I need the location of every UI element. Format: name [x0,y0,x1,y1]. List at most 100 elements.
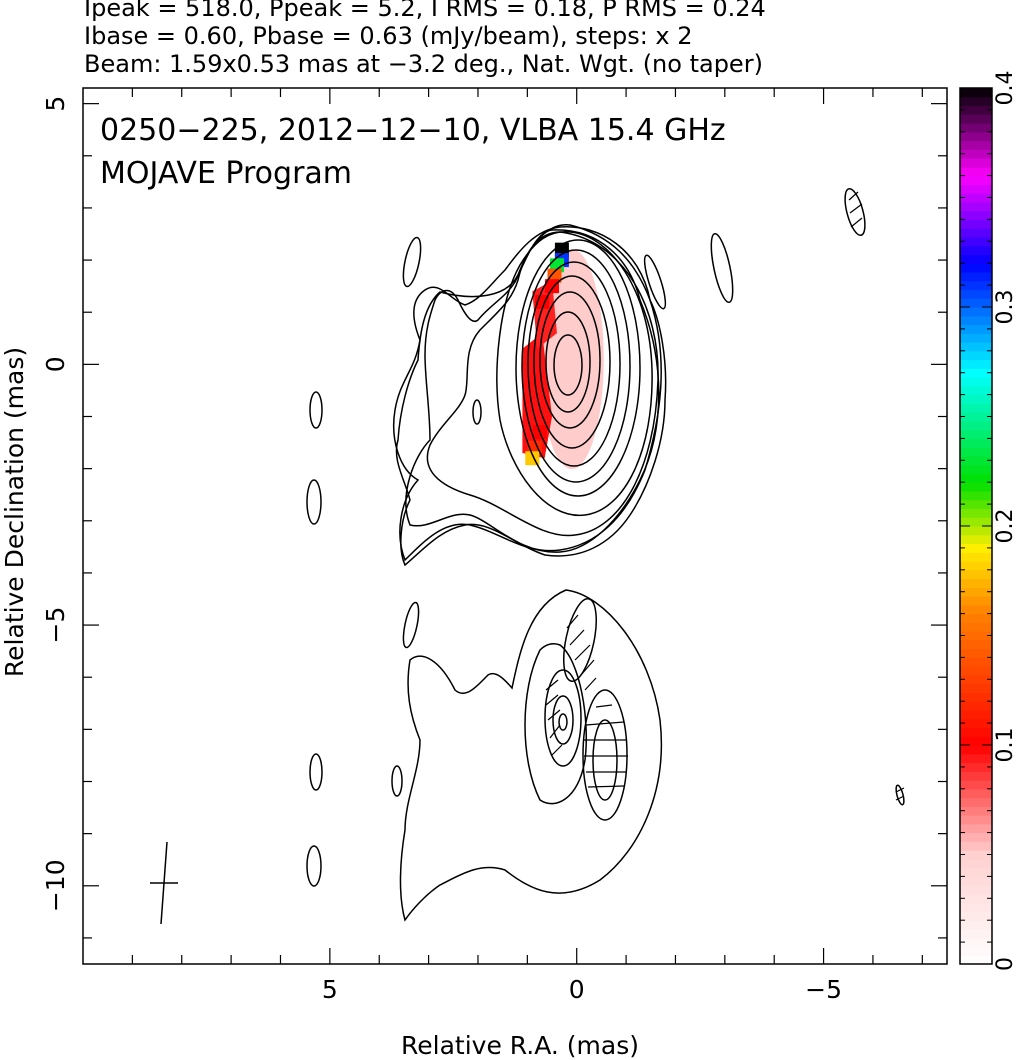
isolated-contour [306,479,322,525]
y-axis-label: Relative Declination (mas) [0,347,29,677]
isolated-contour [391,765,403,797]
colorbar-band [960,298,992,308]
polarization-contour [558,713,568,731]
polarization-contour [544,669,582,767]
header-line-2: Ibase = 0.60, Pbase = 0.63 (mJy/beam), s… [84,22,693,50]
colorbar-band [960,385,992,396]
colorbar-band [960,88,992,98]
isolated-contour [844,187,866,237]
colorbar-band [960,902,992,913]
header-line-1: Ipeak = 518.0, Ppeak = 5.2, I RMS = 0.18… [84,0,766,22]
polarization-contour [582,689,628,821]
evpa-tick [545,679,559,691]
contour-level-6 [521,249,631,483]
colorbar-band [960,105,992,115]
isolated-contour [643,254,667,310]
colorbar-band [960,587,992,597]
contour-level-7 [515,239,641,497]
colorbar-band [960,289,992,299]
colorbar-band [960,517,992,527]
isolated-contour [472,399,482,425]
colorbar-band [960,473,992,483]
colorbar-tick-label: 0.4 [993,71,1018,106]
colorbar-band [960,850,992,860]
colorbar-band [960,447,992,457]
colorbar-band [960,315,992,326]
evpa-tick [587,785,625,788]
colorbar-band [960,666,992,676]
colorbar-band [960,911,992,921]
colorbar-band [960,674,992,685]
contour-level-3 [539,291,601,429]
colorbar-band [960,228,992,238]
x-axis-label: Relative R.A. (mas) [401,1031,639,1060]
colorbar-band [960,543,992,553]
colorbar-band [960,946,992,956]
colorbar-tick-label: 0.3 [993,290,1018,325]
colorbar-band [960,727,992,737]
colorbar-band [960,263,992,273]
colorbar-band [960,464,992,475]
plot-frame [82,87,948,965]
colorbar-band [960,210,992,220]
evpa-tick [895,795,905,801]
colorbar-band [960,499,992,510]
polarization-contour [563,598,597,682]
colorbar-band [960,928,992,939]
colorbar-band [960,508,992,518]
header-line-3: Beam: 1.59x0.53 mas at −3.2 deg., Nat. W… [84,50,763,78]
colorbar-band [960,832,992,842]
isolated-contour [895,784,905,806]
colorbar-band [960,307,992,317]
colorbar-band [960,236,992,247]
colorbar-band [960,578,992,588]
colorbar-band [960,412,992,422]
total-intensity-contours [306,187,905,887]
colorbar-band [960,175,992,185]
colorbar-band [960,219,992,229]
evpa-tick [580,659,595,676]
colorbar-tick-label: 0.2 [993,509,1018,544]
colorbar-band [960,815,992,825]
colorbar-band [960,245,992,256]
colorbar-band [960,377,992,387]
colorbar-band [960,604,992,615]
evpa-tick [584,677,597,691]
colorbar-band [960,482,992,492]
colorbar-band [960,797,992,807]
colorbar-band [960,403,992,413]
colorbar-band [960,771,992,781]
colorbar-band [960,394,992,404]
colorbar-band [960,762,992,772]
colorbar-band [960,158,992,168]
colorbar-band [960,745,992,755]
colorbar-band [960,280,992,291]
polarization-contour [552,695,574,745]
panel-title: 0250−225, 2012−12−10, VLBA 15.4 GHz [100,113,726,148]
colorbar-band [960,893,992,904]
evpa-tick [566,614,579,629]
colorbar-band [960,622,992,632]
colorbar-band [960,885,992,895]
fractional-pol-pixel [545,279,560,294]
colorbar-band [960,96,992,107]
evpa-tick [585,721,625,726]
colorbar-band [960,149,992,159]
colorbar-band [960,718,992,729]
y-tick-label: 5 [41,96,70,112]
colorbar-band [960,920,992,930]
core-outer-contour [395,224,667,567]
contour-level-2 [545,311,591,413]
colorbar-band [960,333,992,343]
isolated-contour [309,391,323,429]
colorbar-band [960,350,992,361]
colorbar-band [960,271,992,282]
colorbar-tick-label: 0 [993,957,1018,971]
colorbar-band [960,123,992,133]
panel-subtitle: MOJAVE Program [100,156,352,191]
colorbar-band [960,736,992,746]
colorbar-band [960,359,992,369]
evpa-tick [574,644,591,661]
y-tick-label: 0 [41,356,70,372]
